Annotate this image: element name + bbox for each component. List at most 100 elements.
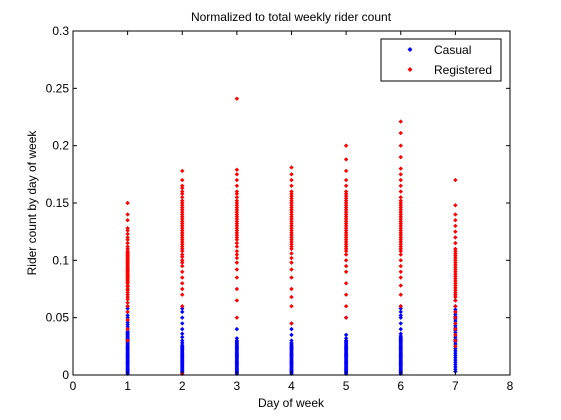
point-casual [453, 341, 458, 347]
point-registered [398, 258, 403, 263]
point-registered [289, 230, 294, 236]
point-casual [453, 357, 458, 363]
point-registered [398, 200, 403, 206]
point-casual [180, 315, 185, 320]
point-registered [453, 321, 458, 326]
point-registered [453, 315, 458, 320]
point-registered [398, 244, 403, 249]
point-registered [234, 226, 240, 231]
point-registered [453, 246, 458, 252]
point-registered [125, 240, 130, 246]
point-registered [343, 143, 349, 148]
point-casual [125, 329, 130, 334]
point-registered [234, 216, 240, 222]
point-registered [180, 200, 185, 206]
point-registered [343, 263, 349, 269]
point-registered [453, 267, 458, 272]
point-registered [125, 326, 130, 332]
point-registered [234, 255, 240, 261]
point-registered [343, 269, 349, 274]
legend-box [380, 38, 502, 82]
point-registered [180, 209, 185, 215]
point-registered [453, 290, 458, 295]
point-registered [180, 219, 185, 224]
point-registered [289, 203, 294, 208]
point-registered [398, 248, 403, 254]
point-registered [398, 239, 403, 245]
point-registered [343, 252, 349, 257]
point-registered [125, 231, 130, 237]
point-registered [180, 286, 185, 292]
point-registered [234, 203, 240, 208]
point-registered [398, 172, 403, 177]
x-tick-label: 8 [507, 379, 514, 393]
point-registered [289, 304, 294, 309]
point-casual [453, 312, 458, 317]
point-registered [234, 96, 240, 101]
point-casual [398, 313, 403, 318]
point-casual [453, 364, 458, 370]
point-registered [398, 209, 403, 215]
point-casual [180, 306, 185, 311]
point-casual [289, 332, 294, 338]
point-casual [398, 333, 403, 339]
point-registered [343, 157, 349, 162]
point-registered [453, 255, 458, 261]
point-registered [125, 297, 130, 302]
point-registered [125, 226, 130, 231]
point-registered [289, 321, 294, 326]
point-casual [453, 307, 458, 312]
point-registered [289, 242, 294, 247]
point-registered [343, 203, 349, 208]
point-registered [453, 309, 458, 315]
point-registered [398, 205, 403, 210]
point-casual [453, 348, 458, 354]
point-casual [453, 355, 458, 360]
point-registered [234, 228, 240, 233]
point-registered [234, 267, 240, 272]
point-registered [343, 177, 349, 183]
x-axis-label: Day of week [258, 396, 325, 410]
point-registered [289, 221, 294, 226]
point-casual [453, 353, 458, 358]
point-registered [343, 207, 349, 213]
point-registered [453, 271, 458, 277]
point-registered [289, 207, 294, 213]
point-registered [343, 244, 349, 249]
point-registered [398, 252, 403, 257]
y-tick-label: 0.2 [52, 139, 69, 153]
y-axis-label: Rider count by day of week [25, 130, 39, 276]
point-registered [125, 290, 130, 295]
point-registered [234, 200, 240, 206]
point-registered [453, 332, 458, 338]
x-tick-label: 1 [124, 379, 131, 393]
point-registered [343, 281, 349, 286]
point-casual [453, 334, 458, 340]
point-casual [453, 318, 458, 324]
point-registered [343, 237, 349, 242]
point-registered [289, 200, 294, 206]
point-registered [453, 338, 458, 343]
point-registered [125, 292, 130, 297]
point-casual [398, 331, 403, 336]
point-casual [234, 338, 240, 343]
point-registered [289, 205, 294, 210]
point-registered [343, 212, 349, 217]
point-registered [453, 251, 458, 256]
point-casual [453, 360, 458, 365]
point-registered [234, 232, 240, 238]
point-registered [180, 203, 185, 208]
point-registered [234, 237, 240, 242]
point-registered [234, 207, 240, 213]
chart-title: Normalized to total weekly rider count [191, 10, 392, 24]
point-registered [343, 239, 349, 245]
point-registered [180, 177, 185, 183]
point-registered [180, 168, 185, 174]
point-registered [180, 258, 185, 263]
point-casual [343, 336, 349, 341]
point-registered [180, 228, 185, 233]
point-registered [125, 248, 130, 254]
point-casual [125, 324, 130, 330]
point-registered [398, 212, 403, 217]
point-registered [234, 221, 240, 226]
